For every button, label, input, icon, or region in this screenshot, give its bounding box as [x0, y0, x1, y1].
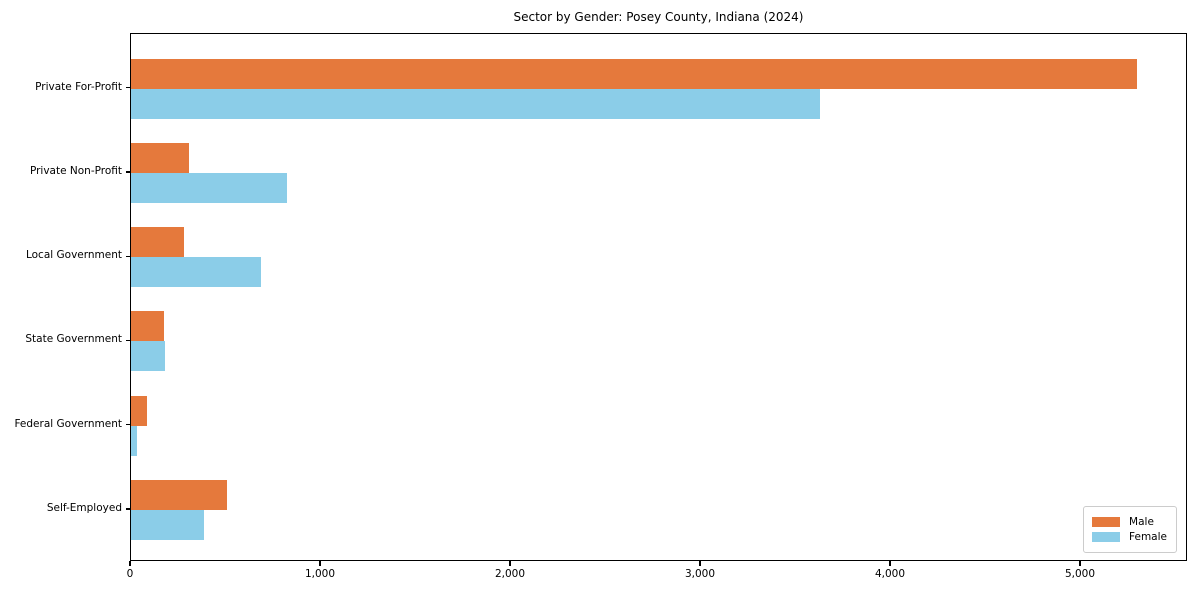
chart-title: Sector by Gender: Posey County, Indiana …: [513, 10, 804, 24]
bar-male-state-government: [131, 311, 165, 342]
bar-female-local-government: [131, 257, 262, 288]
bar-female-federal-government: [131, 425, 137, 456]
bar-male-self-employed: [131, 479, 227, 510]
x-tick-label-3000: 3,000: [684, 568, 716, 580]
y-tick-label-private-non-profit: Private Non-Profit: [29, 164, 122, 177]
x-tick-mark: [509, 561, 511, 566]
bar-female-private-non-profit: [131, 172, 287, 203]
y-tick-label-local-government: Local Government: [25, 249, 122, 262]
y-tick-label-federal-government: Federal Government: [14, 417, 122, 430]
legend: Male Female: [1083, 506, 1177, 553]
x-tick-mark: [1079, 561, 1081, 566]
y-tick-label-private-for-profit: Private For-Profit: [35, 80, 122, 93]
legend-row-male: Male: [1092, 516, 1167, 528]
x-tick-label-1000: 1,000: [304, 568, 336, 580]
bar-male-federal-government: [131, 395, 148, 426]
x-tick-mark: [319, 561, 321, 566]
x-tick-label-0: 0: [126, 568, 134, 580]
y-tick-mark: [125, 87, 130, 89]
bar-female-self-employed: [131, 509, 205, 540]
x-tick-label-4000: 4,000: [874, 568, 906, 580]
x-tick-mark: [129, 561, 131, 566]
x-tick-mark: [889, 561, 891, 566]
bar-female-private-for-profit: [131, 88, 820, 119]
y-tick-mark: [125, 255, 130, 257]
x-tick-mark: [699, 561, 701, 566]
y-tick-mark: [125, 508, 130, 510]
y-tick-mark: [125, 171, 130, 173]
y-tick-mark: [125, 424, 130, 426]
x-tick-label-2000: 2,000: [494, 568, 526, 580]
legend-row-female: Female: [1092, 531, 1167, 543]
bar-male-private-non-profit: [131, 142, 189, 173]
legend-label-male: Male: [1129, 516, 1154, 528]
plot-area: Male Female: [130, 33, 1187, 561]
y-tick-label-self-employed: Self-Employed: [46, 501, 122, 514]
legend-swatch-female: [1092, 532, 1121, 542]
y-tick-label-state-government: State Government: [25, 333, 122, 346]
bar-male-local-government: [131, 227, 185, 258]
legend-label-female: Female: [1129, 531, 1167, 543]
bar-female-state-government: [131, 341, 166, 372]
x-tick-label-5000: 5,000: [1064, 568, 1096, 580]
legend-swatch-male: [1092, 517, 1121, 527]
y-tick-mark: [125, 339, 130, 342]
bar-male-private-for-profit: [131, 58, 1138, 89]
